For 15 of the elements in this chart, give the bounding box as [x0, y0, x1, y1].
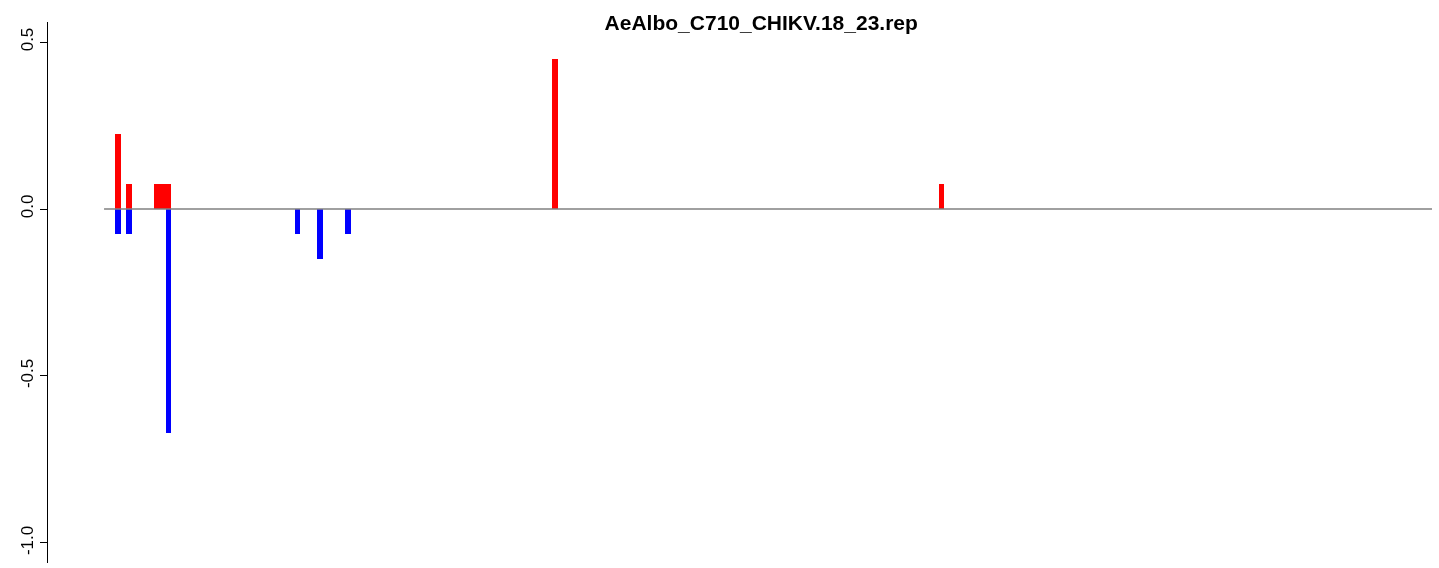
bar	[115, 209, 122, 234]
bar	[115, 134, 122, 209]
bar	[126, 209, 133, 234]
bar	[126, 184, 133, 209]
y-tick-label: 0.0	[18, 194, 38, 219]
bar	[552, 59, 559, 209]
bar	[166, 209, 172, 433]
chart-title: AeAlbo_C710_CHIKV.18_23.rep	[604, 11, 918, 35]
y-tick-label: 0.5	[18, 27, 38, 52]
bar	[295, 209, 301, 234]
y-tick-label: -1.0	[18, 525, 38, 556]
y-tick-label: -0.5	[18, 358, 38, 389]
bar	[939, 184, 945, 209]
bar	[317, 209, 324, 259]
bar	[345, 209, 352, 234]
